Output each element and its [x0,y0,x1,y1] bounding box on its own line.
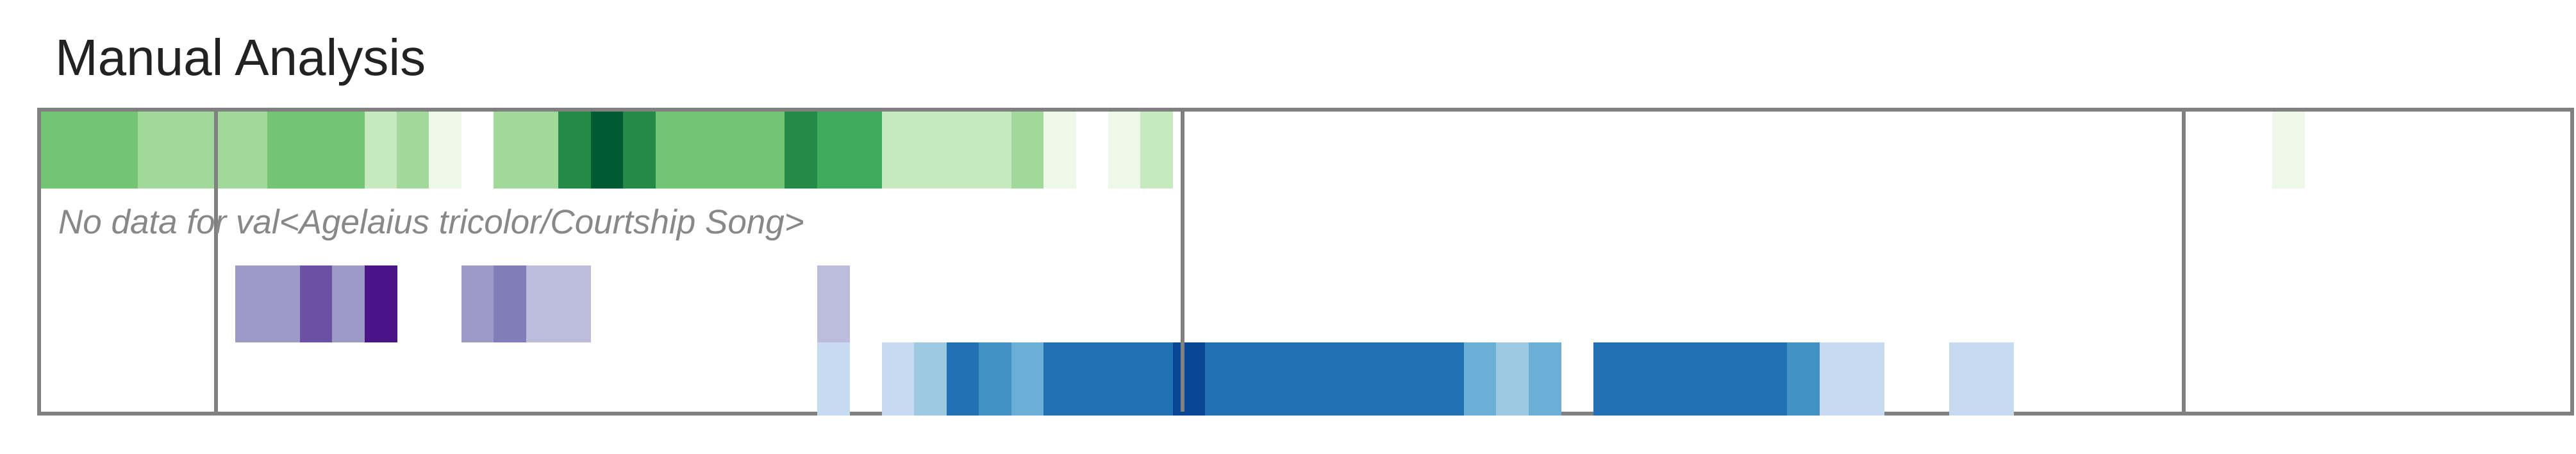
heat-cell [914,342,947,416]
heat-cell [558,265,592,342]
heat-cell [332,265,365,342]
heat-cell [1625,342,1659,416]
heat-cell [138,112,171,189]
heat-cell [364,265,397,342]
heat-cell [41,112,74,189]
heat-cell [881,112,915,189]
heat-cell [1367,342,1400,416]
heat-cell [623,112,656,189]
heat-cell [1399,342,1432,416]
heat-cell [73,112,106,189]
heat-cell [1690,342,1723,416]
heat-cell [105,112,138,189]
heat-cell [1496,342,1529,416]
heat-cell [526,112,559,189]
blue-row [41,342,2570,416]
section-divider [2182,112,2186,412]
heat-cell [299,112,333,189]
heat-cell [332,112,365,189]
heat-cell [170,112,203,189]
heat-cell [1043,112,1076,189]
section-divider [214,112,218,412]
heat-cell [1787,342,1820,416]
heat-cell [979,342,1012,416]
heat-cell [1658,342,1691,416]
no-data-message: No data for val<Agelaius tricolor/Courts… [58,203,804,241]
heat-cell [785,112,818,189]
heat-cell [1593,342,1626,416]
heat-cell [267,265,301,342]
heat-cell [946,342,979,416]
heat-cell [203,112,236,189]
section-divider [1181,112,1184,412]
heat-cell [1949,342,1982,416]
heat-cell [526,265,559,342]
heat-cell [1463,342,1497,416]
heat-cell [396,112,429,189]
heat-cell [1076,342,1109,416]
heat-cell [1172,342,1206,416]
heat-cell [1981,342,2015,416]
heat-cell [267,112,301,189]
heat-cell [1011,342,1044,416]
heat-cell [1011,112,1044,189]
heat-cell [1270,342,1303,416]
heat-cell [817,265,850,342]
heat-cell [655,112,688,189]
heat-cell [429,112,462,189]
heat-cell [881,342,915,416]
heat-cell [1140,342,1174,416]
heat-cell [1205,342,1238,416]
purple-row [41,265,2570,342]
heat-cell [1754,342,1788,416]
heat-cell [817,112,850,189]
heat-cell [979,112,1012,189]
heat-cell [461,265,494,342]
heat-cell [752,112,785,189]
heat-cell [1237,342,1270,416]
heat-cell [817,342,850,416]
heat-cell [1528,342,1561,416]
heat-cell [364,112,397,189]
heat-cell [1302,342,1335,416]
heat-cell [1852,342,1885,416]
page-title: Manual Analysis [55,29,426,86]
heat-cell [1043,342,1076,416]
heat-cell [720,112,753,189]
heat-cell [235,112,268,189]
heat-cell [494,112,527,189]
heat-cell [1722,342,1756,416]
heat-cell [1108,112,1141,189]
heat-cell [494,265,527,342]
heat-cell [2272,112,2306,189]
heat-cell [1334,342,1368,416]
heat-cell [590,112,624,189]
manual-analysis-panel: No data for val<Agelaius tricolor/Courts… [37,108,2574,416]
green-row [41,112,2570,189]
heat-cell [1431,342,1465,416]
heat-cell [946,112,979,189]
heat-cell [914,112,947,189]
heat-cell [235,265,268,342]
heat-cell [1140,112,1174,189]
heat-cell [1819,342,1852,416]
heat-cell [849,112,883,189]
heat-cell [558,112,592,189]
heat-cell [688,112,721,189]
heat-cell [299,265,333,342]
heat-cell [1108,342,1141,416]
